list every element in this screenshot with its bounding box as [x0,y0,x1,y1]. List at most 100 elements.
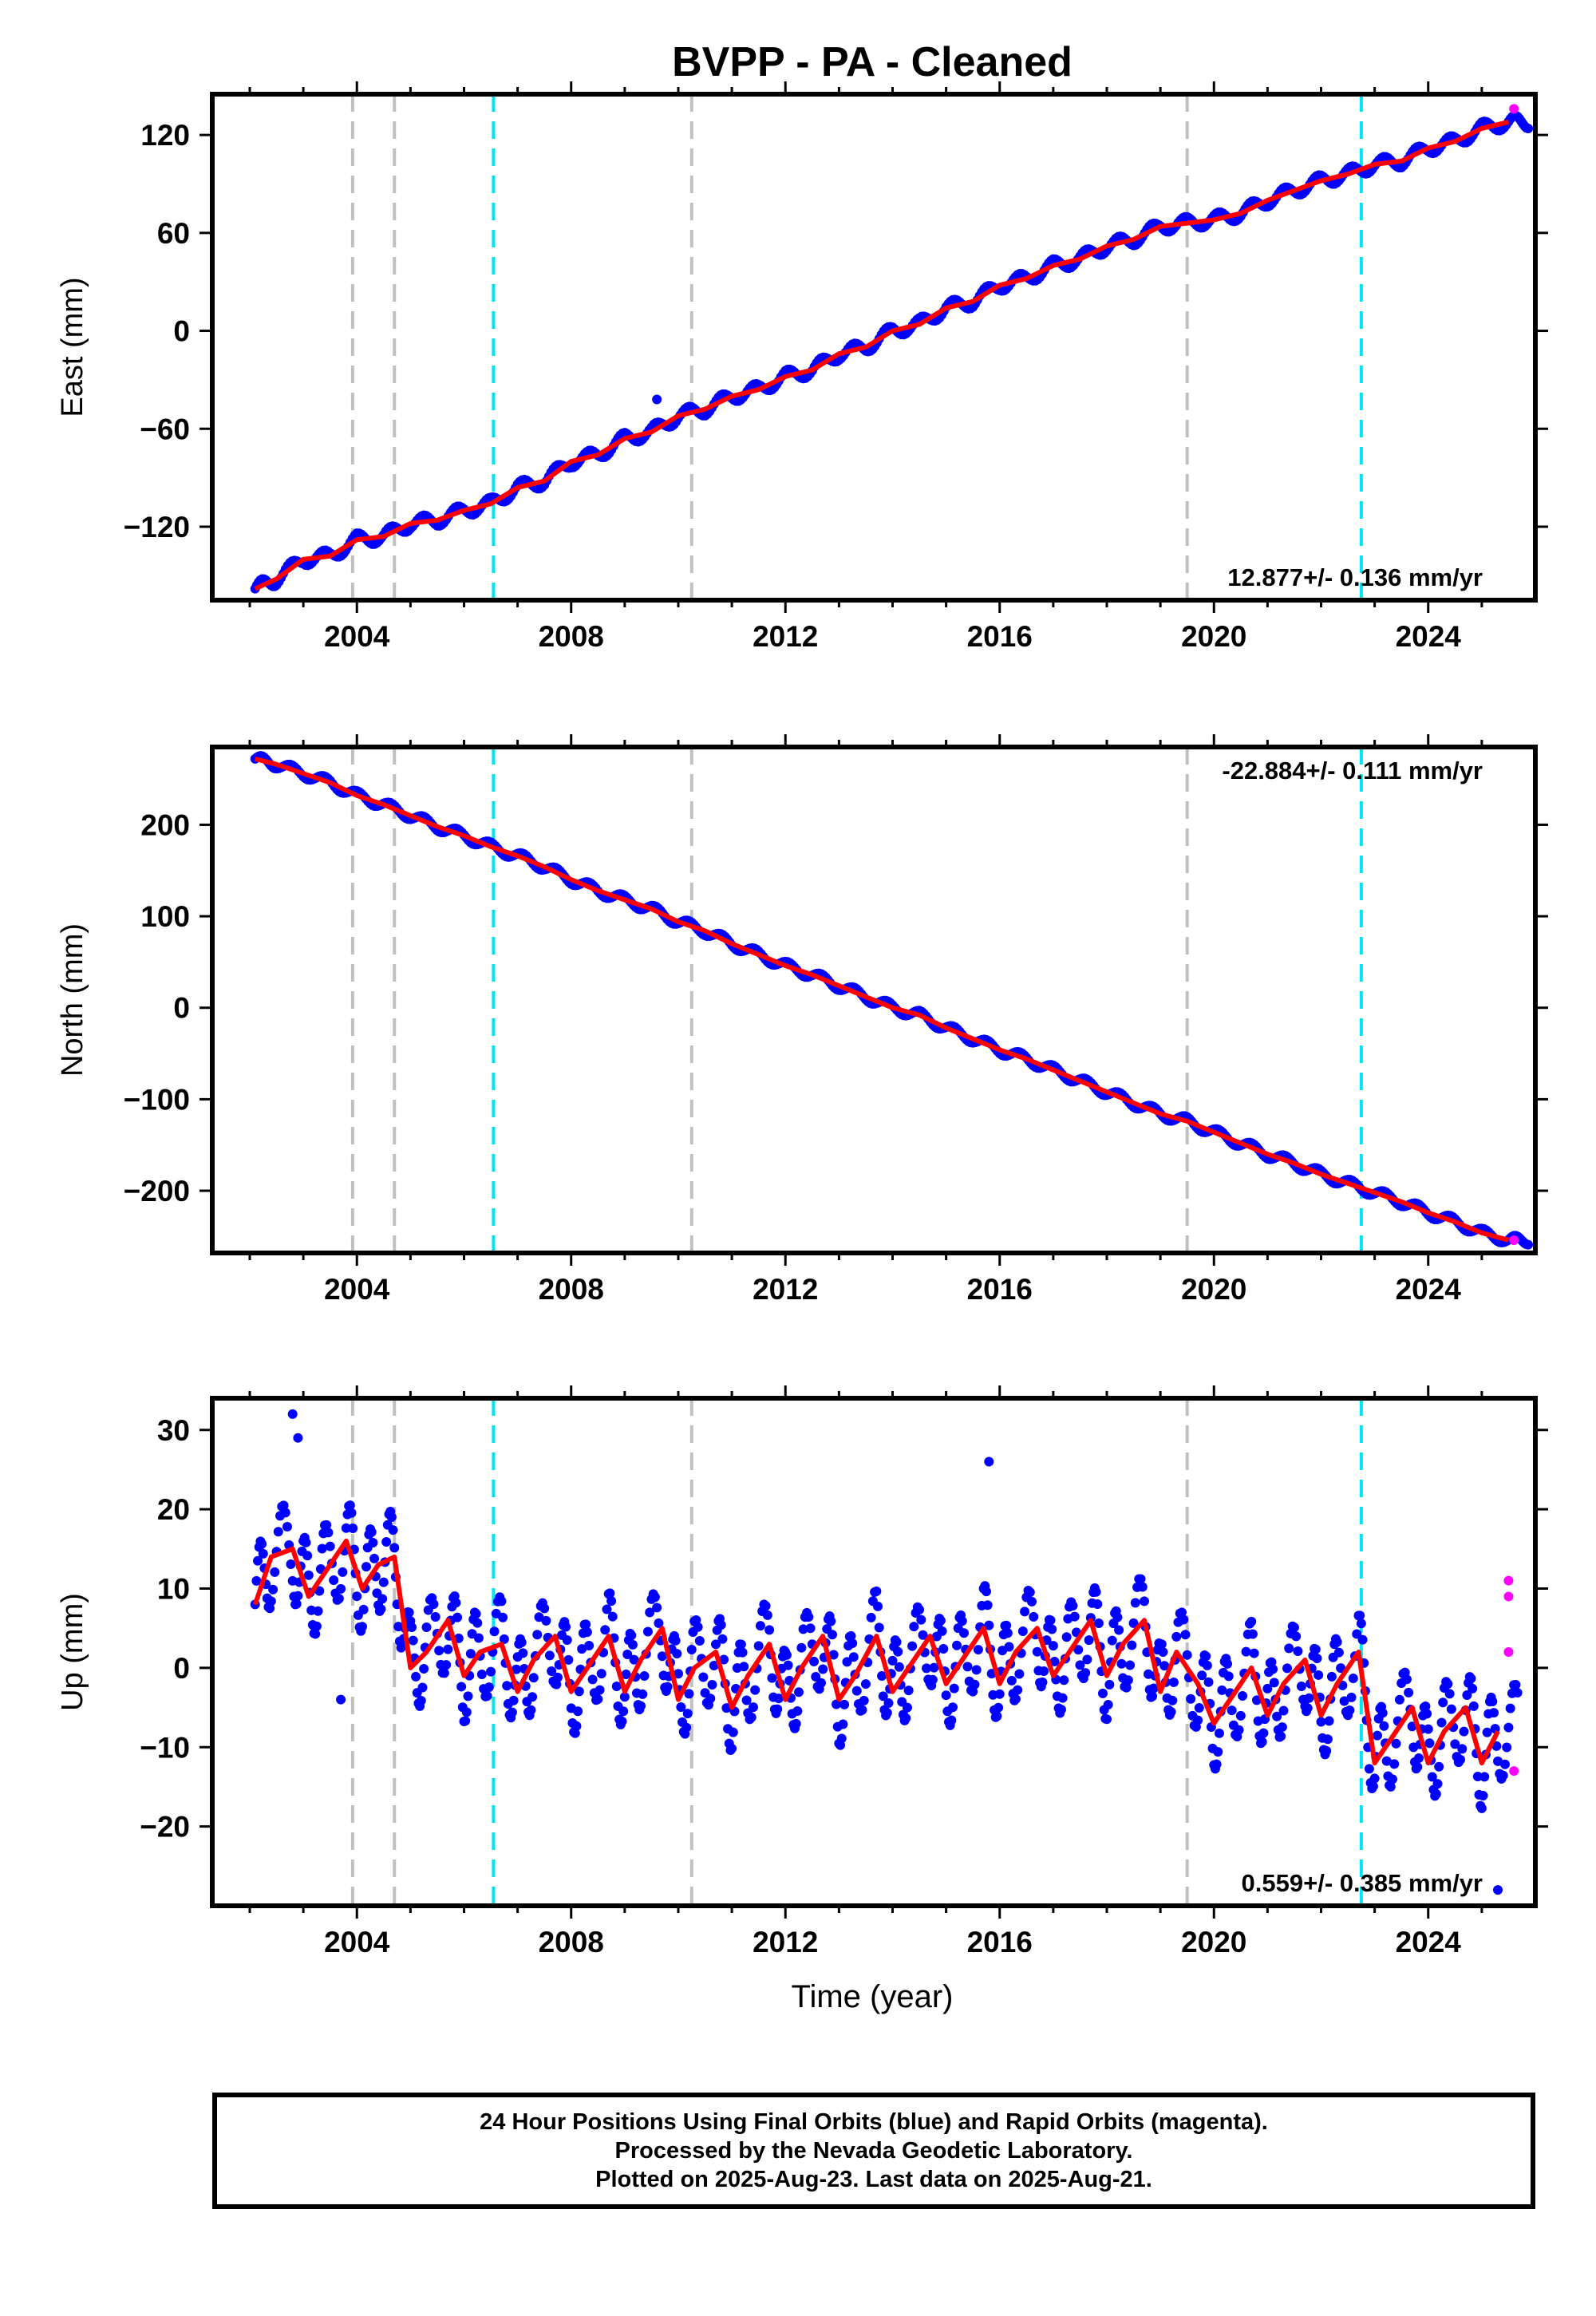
up-final-orbit-point [419,1663,429,1674]
up-final-orbit-point [544,1650,555,1661]
up-final-orbit-point [1057,1693,1068,1703]
up-final-orbit-point [1027,1596,1037,1607]
up-final-orbit-point [286,1559,296,1570]
up-final-orbit-point [755,1621,765,1631]
up-final-orbit-point [311,1621,322,1631]
up-final-orbit-point [741,1695,752,1705]
up-final-orbit-point [366,1527,377,1537]
up-final-orbit-point [970,1679,980,1690]
up-final-orbit-point [1234,1725,1244,1735]
up-final-orbit-point [291,1599,302,1609]
up-final-orbit-point [971,1665,982,1675]
up-outlier-point [1493,1885,1503,1895]
up-final-orbit-point [707,1679,717,1690]
up-final-orbit-point [1414,1753,1424,1764]
up-final-orbit-point [949,1683,959,1694]
up-final-orbit-point [1457,1744,1468,1754]
up-final-orbit-point [710,1639,721,1650]
up-final-orbit-point [1296,1681,1306,1691]
up-final-orbit-point [1479,1772,1490,1782]
up-final-orbit-point [1321,1745,1332,1756]
up-final-orbit-point [322,1520,332,1530]
up-final-orbit-point [266,1596,276,1607]
up-final-orbit-point [1272,1711,1282,1721]
up-final-orbit-point [600,1625,610,1635]
up-final-orbit-point [1443,1678,1453,1689]
up-final-orbit-point [317,1543,327,1554]
east-frame [210,92,1538,603]
up-final-orbit-point [682,1709,693,1719]
up-final-orbit-point [1194,1702,1204,1713]
up-final-orbit-point [605,1588,615,1599]
up-final-orbit-point [1061,1632,1072,1642]
up-final-orbit-point [1056,1705,1066,1715]
up-final-orbit-point [639,1671,650,1682]
up-final-orbit-point [937,1626,947,1636]
up-final-orbit-point [772,1704,783,1714]
up-final-orbit-point [1156,1639,1167,1650]
caption-line-3: Plotted on 2025-Aug-23. Last data on 202… [595,2167,1152,2192]
up-final-orbit-point [1444,1689,1455,1699]
up-final-orbit-point [783,1660,793,1670]
up-final-orbit-point [1472,1772,1483,1782]
up-final-orbit-point [1084,1635,1094,1646]
up-final-orbit-point [460,1716,471,1726]
up-final-orbit-point [1197,1670,1207,1681]
x-tick-label: 2012 [753,1273,818,1306]
up-final-orbit-point [1422,1709,1432,1719]
north-final-orbit-point [1523,1239,1534,1250]
y-tick-label: −100 [124,1083,190,1116]
up-final-orbit-point [1478,1791,1488,1801]
x-axis-title: Time (year) [792,1979,954,2014]
up-final-orbit-point [258,1548,268,1559]
up-final-orbit-point [1276,1731,1286,1741]
x-tick-label: 2016 [967,620,1033,653]
up-final-orbit-point [621,1669,631,1679]
up-final-orbit-point [1217,1685,1227,1695]
up-final-orbit-point [1431,1788,1441,1799]
up-final-orbit-point [909,1622,919,1632]
up-final-orbit-point [1029,1611,1039,1622]
up-final-orbit-point [539,1603,550,1614]
up-final-orbit-point [737,1647,748,1658]
up-final-orbit-point [389,1543,400,1553]
up-final-orbit-point [828,1650,839,1660]
up-final-orbit-point [851,1686,862,1696]
up-final-orbit-point [571,1721,582,1731]
y-tick-label: 200 [140,808,190,841]
up-final-orbit-point [1045,1615,1056,1626]
up-final-orbit-point [798,1624,808,1634]
up-final-orbit-point [1364,1764,1374,1774]
up-final-orbit-point [1127,1640,1137,1650]
up-final-orbit-point [860,1679,871,1690]
up-final-orbit-point [552,1672,563,1682]
up-final-orbit-point [626,1630,637,1641]
up-outlier-point [293,1433,303,1443]
x-tick-label: 2008 [539,620,604,653]
up-final-orbit-point [430,1611,440,1622]
up-final-orbit-point [528,1673,539,1683]
up-final-orbit-point [973,1645,983,1655]
up-final-orbit-point [1499,1759,1510,1769]
up-final-orbit-point [1293,1646,1303,1657]
up-final-orbit-point [473,1633,484,1643]
up-frame [210,1396,1538,1908]
up-final-orbit-point [1385,1781,1396,1792]
up-final-orbit-point [1466,1674,1476,1684]
up-final-orbit-point [377,1594,388,1604]
x-tick-label: 2020 [1181,1273,1246,1306]
up-final-orbit-point [1093,1618,1104,1628]
up-final-orbit-point [1404,1687,1414,1697]
up-final-orbit-point [728,1727,738,1737]
up-final-orbit-point [827,1630,837,1640]
up-final-orbit-point [1278,1705,1289,1716]
up-final-orbit-point [421,1622,432,1633]
up-final-orbit-point [907,1641,918,1651]
up-final-orbit-point [1434,1761,1444,1772]
x-tick-label: 2020 [1181,620,1246,653]
up-final-orbit-point [1446,1704,1456,1714]
up-final-orbit-point [1424,1738,1435,1749]
up-final-orbit-point [1369,1773,1380,1784]
up-final-orbit-point [1488,1708,1499,1718]
up-final-orbit-point [1257,1737,1267,1747]
